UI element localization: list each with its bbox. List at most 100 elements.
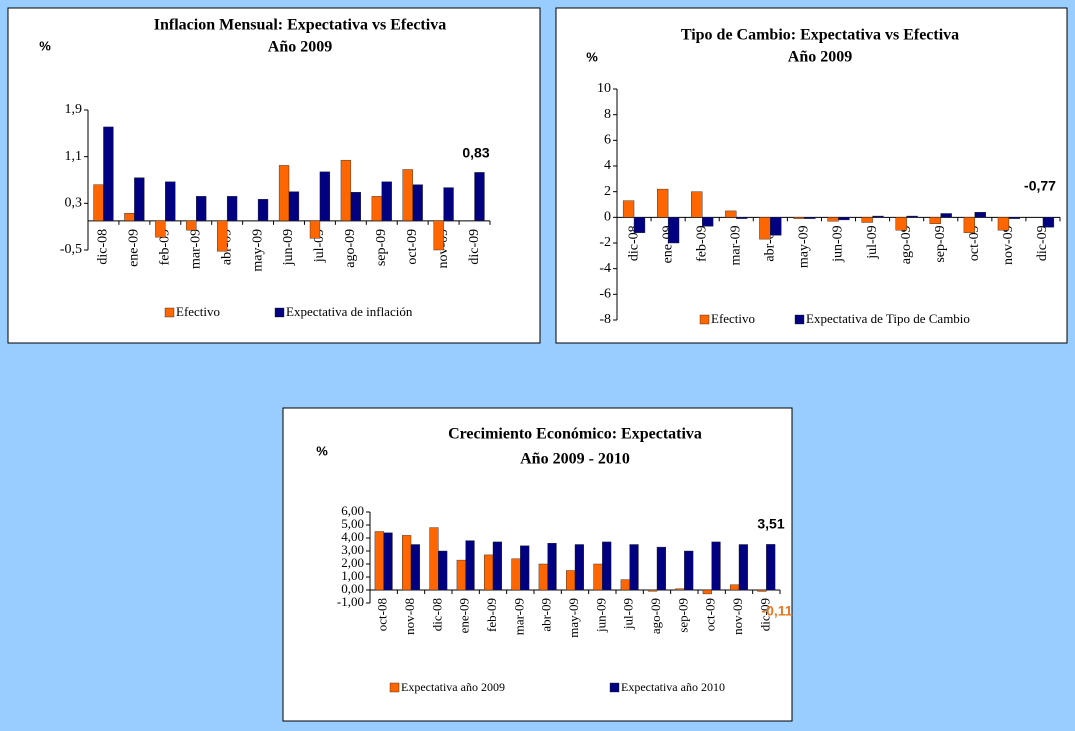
panel-box bbox=[555, 7, 1068, 344]
bar bbox=[730, 584, 740, 591]
bar bbox=[657, 188, 669, 218]
legend-label: Expectativa de Tipo de Cambio bbox=[806, 311, 970, 326]
x-tick-label: jul-09 bbox=[621, 598, 636, 630]
bar bbox=[675, 588, 685, 591]
bar bbox=[827, 217, 839, 222]
x-tick-label: may-09 bbox=[797, 225, 812, 268]
x-tick-label: dic-08 bbox=[96, 229, 111, 265]
bar bbox=[684, 550, 694, 591]
y-tick-label: -4 bbox=[599, 261, 611, 276]
legend-label: Expectativa año 2010 bbox=[621, 680, 725, 694]
bar bbox=[566, 570, 576, 591]
bar bbox=[633, 217, 646, 233]
y-tick-label: 0,3 bbox=[65, 196, 83, 211]
bar bbox=[804, 217, 816, 219]
y-axis-label: % bbox=[586, 49, 598, 64]
x-tick-label: jul-09 bbox=[865, 225, 880, 259]
y-tick-label: 3,00 bbox=[341, 542, 364, 557]
x-tick-label: feb-09 bbox=[694, 225, 709, 262]
chart-panel: Inflacion Mensual: Expectativa vs Efecti… bbox=[7, 7, 541, 344]
x-tick-label: oct-08 bbox=[375, 598, 390, 631]
y-tick-label: 1,9 bbox=[65, 102, 83, 117]
y-tick-label: 6,00 bbox=[341, 503, 364, 518]
x-tick-label: dic-08 bbox=[429, 598, 444, 631]
x-tick-label: sep-09 bbox=[675, 598, 690, 633]
bar bbox=[465, 540, 475, 591]
y-tick-label: -0,5 bbox=[60, 242, 82, 257]
legend-swatch bbox=[164, 307, 175, 318]
bar bbox=[402, 535, 412, 591]
chart-panel: Tipo de Cambio: Expectativa vs Efectiva A… bbox=[555, 7, 1068, 344]
bar bbox=[319, 171, 331, 222]
bar bbox=[433, 220, 444, 251]
bar bbox=[895, 217, 907, 231]
bar bbox=[484, 554, 494, 591]
bar bbox=[656, 546, 666, 591]
y-tick-label: 6 bbox=[604, 133, 611, 148]
bar bbox=[602, 541, 612, 591]
bar bbox=[667, 217, 680, 244]
bar bbox=[929, 217, 941, 224]
legend-label: Efectivo bbox=[711, 311, 755, 326]
bar bbox=[103, 126, 114, 222]
y-tick-label: 10 bbox=[597, 81, 611, 96]
x-tick-label: nov-08 bbox=[402, 598, 417, 635]
chart-title: Tipo de Cambio: Expectativa vs Efectiva bbox=[681, 27, 959, 44]
bar bbox=[648, 589, 658, 592]
x-tick-label: mar-09 bbox=[188, 229, 203, 269]
bar bbox=[443, 187, 454, 222]
bar bbox=[217, 220, 228, 252]
x-tick-label: nov-09 bbox=[1001, 225, 1016, 265]
bar bbox=[196, 196, 207, 222]
x-tick-label: dic-09 bbox=[1035, 225, 1050, 261]
bar bbox=[547, 543, 557, 591]
x-tick-label: ene-09 bbox=[457, 598, 472, 633]
x-tick-label: jun-09 bbox=[831, 225, 846, 263]
y-tick-label: 1,1 bbox=[65, 149, 83, 164]
bar bbox=[997, 217, 1010, 231]
bar bbox=[940, 213, 952, 218]
bar bbox=[381, 181, 392, 222]
x-tick-label: oct-09 bbox=[967, 225, 982, 261]
bar bbox=[1008, 217, 1020, 219]
annotation: 3,51 bbox=[757, 516, 784, 532]
bar bbox=[974, 211, 986, 218]
x-tick-label: sep-09 bbox=[374, 229, 389, 266]
bar bbox=[725, 210, 737, 218]
chart-subtitle: Año 2009 - 2010 bbox=[520, 451, 630, 468]
bar bbox=[520, 545, 530, 591]
x-tick-label: ago-09 bbox=[343, 229, 358, 268]
y-tick-label: 8 bbox=[604, 107, 611, 122]
y-tick-label: 0,00 bbox=[341, 581, 364, 596]
bar bbox=[838, 217, 850, 221]
bar bbox=[226, 196, 238, 222]
x-tick-label: feb-09 bbox=[484, 598, 499, 632]
x-tick-label: dic-09 bbox=[757, 598, 772, 631]
chart-subtitle: Año 2009 bbox=[268, 39, 332, 56]
x-tick-label: jun-09 bbox=[593, 598, 608, 633]
x-tick-label: ago-09 bbox=[648, 598, 663, 634]
x-tick-label: dic-08 bbox=[626, 225, 641, 261]
x-tick-label: oct-09 bbox=[703, 598, 718, 631]
bar bbox=[691, 191, 703, 218]
bar bbox=[374, 531, 384, 591]
bar bbox=[412, 184, 423, 222]
bar bbox=[793, 217, 805, 219]
x-tick-label: mar-09 bbox=[728, 225, 743, 265]
annotation: -0,11 bbox=[761, 603, 792, 619]
x-tick-label: may-09 bbox=[250, 229, 265, 272]
bar bbox=[456, 559, 466, 591]
x-tick-label: dic-09 bbox=[467, 229, 482, 265]
y-tick-label: 2 bbox=[604, 184, 611, 199]
y-tick-label: 4 bbox=[604, 158, 611, 173]
bar bbox=[402, 169, 413, 222]
legend-swatch bbox=[609, 682, 620, 693]
x-tick-label: jun-09 bbox=[281, 229, 296, 267]
x-tick-label: ago-09 bbox=[899, 225, 914, 264]
x-tick-label: may-09 bbox=[566, 598, 581, 638]
y-axis-label: % bbox=[39, 38, 51, 53]
bar bbox=[906, 215, 918, 218]
y-tick-label: -8 bbox=[599, 312, 611, 327]
